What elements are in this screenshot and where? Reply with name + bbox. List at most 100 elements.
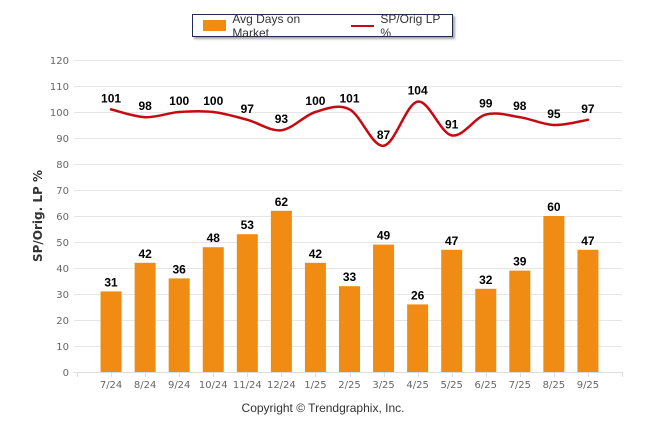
bar <box>134 262 156 372</box>
line-point <box>348 108 351 111</box>
legend-item-avg-days[interactable]: Avg Days on Market <box>203 12 337 40</box>
x-tick-label: 3/25 <box>372 380 394 391</box>
bar <box>168 278 190 372</box>
line-series <box>109 100 590 148</box>
bar <box>270 210 292 372</box>
x-tick-label: 10/24 <box>199 380 228 391</box>
x-tick-label: 5/25 <box>440 380 462 391</box>
bar <box>100 291 122 372</box>
line-data-label: 101 <box>101 91 121 105</box>
bar <box>543 216 565 372</box>
x-tick-label: 2/25 <box>338 380 360 391</box>
y-tick-label: 90 <box>56 134 69 145</box>
line-point <box>484 113 487 116</box>
line-data-label: 97 <box>581 102 595 116</box>
x-tick-label: 7/24 <box>100 380 122 391</box>
y-tick-label: 120 <box>50 56 69 67</box>
gridlines <box>74 60 622 373</box>
bar <box>236 234 258 372</box>
line-point <box>143 116 147 119</box>
x-tick-label: 8/24 <box>134 380 156 391</box>
y-tick-label: 50 <box>56 238 69 249</box>
y-tick-label: 80 <box>56 160 69 171</box>
bar-data-label: 32 <box>479 273 493 287</box>
line-point <box>280 129 283 132</box>
x-tick-label: 9/25 <box>577 380 599 391</box>
bar-data-label: 36 <box>173 262 187 276</box>
line-data-label: 100 <box>169 94 189 108</box>
line-point <box>314 110 317 114</box>
x-tick-label: 9/24 <box>168 380 190 391</box>
bar-data-label: 62 <box>275 195 289 209</box>
bar-data-label: 31 <box>104 275 118 289</box>
line-data-label: 98 <box>138 99 152 113</box>
line-point <box>552 123 556 127</box>
legend-item-sp-orig[interactable]: SP/Orig LP % <box>351 12 452 40</box>
line-data-label: 95 <box>547 107 561 121</box>
x-tick-label: 7/25 <box>509 380 531 391</box>
x-tick-label: 6/25 <box>475 380 497 391</box>
x-tick-label: 1/25 <box>304 380 326 391</box>
line-data-label: 101 <box>339 91 359 105</box>
x-tick-label: 11/24 <box>233 380 262 391</box>
y-axis-title: SP/Orig. LP % <box>31 170 45 262</box>
line-point <box>518 116 522 119</box>
bar-data-label: 42 <box>309 247 323 261</box>
bar-data-label: 39 <box>513 255 527 269</box>
x-tick-label: 12/24 <box>267 380 296 391</box>
data-labels: 31 42 36 48 53 62 42 33 49 26 47 32 39 60 47 101 98 100 10… <box>101 84 595 303</box>
bar <box>509 270 531 372</box>
y-tick-label: 110 <box>50 82 69 93</box>
legend-label: SP/Orig LP % <box>380 11 441 40</box>
line-point <box>450 134 453 137</box>
bar-data-label: 53 <box>241 218 255 232</box>
y-tick-label: 30 <box>56 290 69 301</box>
legend-label: Avg Days on Market <box>232 11 301 40</box>
line-data-label: 97 <box>241 102 255 116</box>
bar-data-label: 47 <box>581 234 595 248</box>
bar-data-label: 60 <box>547 200 561 214</box>
bar-series <box>100 210 599 372</box>
bar <box>373 244 395 372</box>
bar-data-label: 48 <box>207 231 221 245</box>
line-point <box>382 144 385 147</box>
legend: Avg Days on Market SP/Orig LP % <box>192 12 453 40</box>
y-tick-label: 10 <box>56 342 69 353</box>
line-data-label: 98 <box>513 99 527 113</box>
legend-line-swatch-icon <box>351 24 375 27</box>
y-tick-label: 40 <box>56 264 69 275</box>
bar <box>304 262 326 372</box>
y-tick-label: 70 <box>56 186 69 197</box>
line-data-label: 100 <box>305 94 325 108</box>
y-tick-label: 0 <box>63 368 69 379</box>
bar-data-label: 26 <box>411 288 425 302</box>
bar <box>339 286 360 372</box>
line-point <box>212 110 215 114</box>
line-point <box>246 118 249 122</box>
y-axis-ticks: 0 10 20 30 40 50 60 70 80 90 100 110 120 <box>50 56 69 379</box>
bar-data-label: 47 <box>445 234 459 248</box>
line-data-label: 93 <box>275 112 289 126</box>
bar <box>407 304 429 372</box>
y-tick-label: 20 <box>56 316 69 327</box>
legend-bar-swatch-icon <box>203 20 227 31</box>
x-axis: 7/24 8/24 9/24 10/24 11/24 12/24 1/25 2/25 3/25 4… <box>77 372 623 391</box>
x-tick-label: 8/25 <box>543 380 565 391</box>
y-tick-label: 60 <box>56 212 69 223</box>
bar-data-label: 33 <box>343 270 357 284</box>
line-data-label: 87 <box>377 128 391 142</box>
y-tick-label: 100 <box>50 108 69 119</box>
line-point <box>416 100 419 103</box>
bar-data-label: 49 <box>377 229 391 243</box>
line-data-label: 100 <box>203 94 223 108</box>
line-point <box>177 110 181 114</box>
copyright-text: Copyright © Trendgraphix, Inc. <box>241 401 405 415</box>
bar <box>475 288 497 372</box>
bar <box>577 249 599 372</box>
line-point <box>586 118 590 122</box>
bar-data-label: 42 <box>138 247 152 261</box>
bar <box>441 249 463 372</box>
line-point <box>109 108 113 111</box>
line-data-label: 104 <box>408 84 428 98</box>
